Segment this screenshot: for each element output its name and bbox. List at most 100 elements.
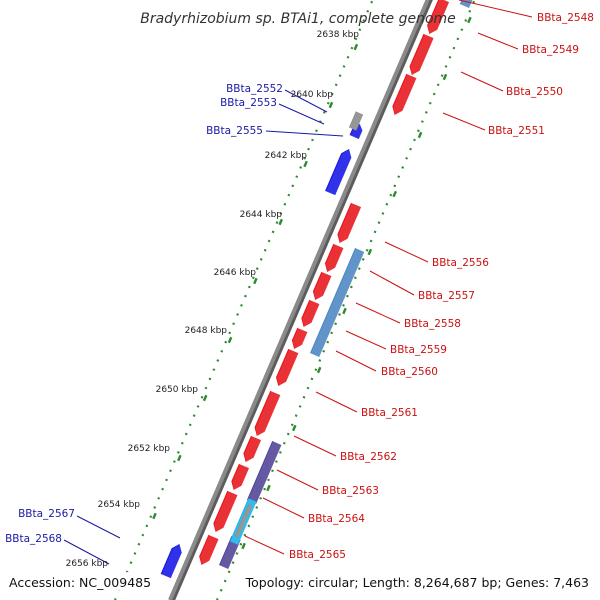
gene-label[interactable]: BBta_2552 <box>226 83 283 95</box>
tick-label: 2648 kbp <box>185 326 228 336</box>
gene-arrow[interactable] <box>160 542 185 579</box>
gene-label[interactable]: BBta_2560 <box>381 366 438 378</box>
leader-line <box>284 89 328 113</box>
gene-shape <box>324 243 344 272</box>
tick-label: 2644 kbp <box>240 210 283 220</box>
gene-label[interactable]: BBta_2561 <box>361 407 418 419</box>
gene-arrow[interactable] <box>390 73 417 117</box>
gene-label[interactable]: BBta_2549 <box>522 44 579 56</box>
gene-highlight <box>393 74 417 116</box>
leader-line <box>293 435 337 457</box>
gene-shape <box>246 441 282 504</box>
gene-highlight <box>460 0 481 8</box>
gene-shape <box>459 0 481 8</box>
gene-arrow[interactable] <box>407 33 434 77</box>
leader-line <box>477 32 519 50</box>
gene-label[interactable]: BBta_2548 <box>537 12 594 24</box>
gene-shape <box>409 33 434 76</box>
tick-label: 2650 kbp <box>156 385 199 395</box>
tick-marks <box>152 16 472 550</box>
leader-line <box>369 270 415 296</box>
gene-arrow[interactable] <box>424 0 450 36</box>
gene-arrow[interactable] <box>246 441 282 504</box>
gene-label[interactable]: BBta_2559 <box>390 344 447 356</box>
tick-mark <box>291 424 297 432</box>
tick-mark <box>278 218 283 226</box>
gene-highlight <box>292 328 308 350</box>
gene-arrow[interactable] <box>252 390 281 438</box>
gene-highlight <box>338 203 362 244</box>
tick-label: 2640 kbp <box>291 90 334 100</box>
gene-label[interactable]: BBta_2551 <box>488 125 545 137</box>
gene-arrow[interactable] <box>299 299 320 329</box>
gene-arrow[interactable] <box>234 504 253 538</box>
gene-shape <box>219 536 241 569</box>
gene-label[interactable]: BBta_2562 <box>340 451 397 463</box>
gene-arrow[interactable] <box>196 534 219 567</box>
tick-mark <box>367 248 373 256</box>
gene-shape <box>337 202 362 244</box>
gene-shape <box>291 327 308 350</box>
gene-shape <box>312 271 332 300</box>
leader-line <box>460 71 504 92</box>
gene-highlight <box>350 124 363 139</box>
leader-line <box>335 350 377 372</box>
leader-line <box>63 539 110 565</box>
tick-label: 2656 kbp <box>66 559 109 569</box>
gene-label[interactable]: BBta_2553 <box>220 97 277 109</box>
backbone <box>168 0 433 600</box>
gene-features <box>160 0 481 579</box>
gene-arrow[interactable] <box>325 147 354 196</box>
gene-shape <box>310 248 365 357</box>
gene-shape <box>231 463 250 491</box>
tick-mark <box>392 190 398 198</box>
gene-label[interactable]: BBta_2557 <box>418 290 475 302</box>
tick-mark <box>241 542 246 550</box>
gene-label[interactable]: BBta_2563 <box>322 485 379 497</box>
tick-mark <box>353 43 359 51</box>
gene-label[interactable]: BBta_2568 <box>5 533 62 545</box>
gene-arrow[interactable] <box>289 327 308 351</box>
gene-arrow[interactable] <box>219 536 241 569</box>
gene-highlight <box>214 491 238 533</box>
leader-line <box>276 469 319 491</box>
footer-left-backdrop <box>4 572 152 592</box>
leader-line <box>458 0 533 18</box>
gene-arrow[interactable] <box>335 202 362 245</box>
footer-right-backdrop <box>258 572 598 592</box>
gene-arrow[interactable] <box>348 111 364 131</box>
gene-label[interactable]: BBta_2558 <box>404 318 461 330</box>
outer-dotted-guide <box>215 0 476 600</box>
gene-arrow[interactable] <box>310 271 332 302</box>
gene-arrow[interactable] <box>310 248 365 357</box>
gene-label[interactable]: BBta_2567 <box>18 508 75 520</box>
genome-summary-text: Topology: circular; Length: 8,264,687 bp… <box>245 575 589 590</box>
gene-shape <box>301 299 320 328</box>
gene-arrow[interactable] <box>273 348 299 388</box>
gene-highlight <box>428 0 450 35</box>
gene-arrow[interactable] <box>211 490 238 534</box>
backbone-line <box>168 0 430 600</box>
tick-mark <box>417 131 423 139</box>
leader-line <box>76 515 121 539</box>
leader-line <box>345 330 387 350</box>
gene-label[interactable]: BBta_2564 <box>308 513 365 525</box>
gene-arrow[interactable] <box>229 463 250 492</box>
tick-mark <box>152 512 157 520</box>
leader-line <box>355 302 401 324</box>
leader-line <box>315 391 358 413</box>
gene-arrow[interactable] <box>459 0 481 8</box>
tick-mark <box>303 160 308 168</box>
gene-arrow[interactable] <box>241 435 262 464</box>
gene-arrow[interactable] <box>322 243 344 274</box>
tick-mark <box>253 277 258 285</box>
gene-highlight <box>325 244 344 273</box>
gene-shape <box>427 0 450 34</box>
gene-highlight <box>326 149 352 196</box>
gene-label[interactable]: BBta_2556 <box>432 257 489 269</box>
gene-label[interactable]: BBta_2550 <box>506 86 563 98</box>
gene-shape <box>392 73 417 116</box>
gene-label[interactable]: BBta_2565 <box>289 549 346 561</box>
gene-label[interactable]: BBta_2555 <box>206 125 263 137</box>
gene-highlight <box>255 391 281 437</box>
